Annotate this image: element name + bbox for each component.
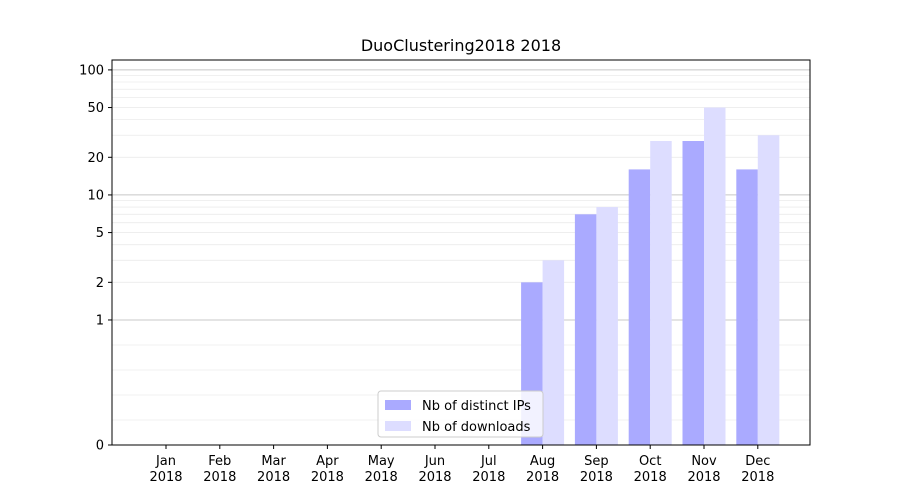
x-tick-label: Jan 2018: [149, 454, 182, 485]
bar-downloads: [596, 207, 618, 445]
y-tick-label: 100: [79, 63, 104, 78]
legend-label: Nb of distinct IPs: [422, 399, 531, 414]
x-tick-label: Nov 2018: [687, 454, 720, 485]
x-tick-label: Jun 2018: [418, 454, 451, 485]
bar-downloads: [704, 107, 726, 446]
bar-distinct-ips: [628, 169, 651, 445]
legend: Nb of distinct IPs Nb of downloads: [377, 390, 544, 438]
x-tick-label: Aug 2018: [526, 454, 559, 485]
plot-frame: [111, 59, 811, 446]
y-tick-label: 5: [96, 226, 104, 241]
y-tick-label: 0: [96, 439, 104, 454]
bar-downloads: [542, 260, 565, 445]
bar-distinct-ips: [574, 214, 597, 445]
legend-label: Nb of downloads: [422, 420, 531, 435]
legend-box: [377, 390, 544, 438]
y-tick-label: 1: [96, 313, 104, 328]
bar-distinct-ips: [736, 169, 758, 445]
x-tick-label: Mar 2018: [257, 454, 290, 485]
x-axis-ticks: Jan 2018 Feb 2018 Mar 2018 Apr 2018 May 2018 Jun 20…: [149, 445, 774, 485]
y-tick-label: 20: [87, 151, 104, 166]
y-tick-label: 50: [87, 101, 104, 116]
legend-swatch: [385, 400, 411, 410]
chart-title: DuoClustering2018 2018: [361, 36, 561, 55]
x-tick-label: Dec 2018: [741, 454, 774, 485]
bars: [521, 107, 780, 446]
x-tick-label: Oct 2018: [634, 454, 667, 485]
x-tick-label: Apr 2018: [311, 454, 344, 485]
y-tick-label: 10: [87, 188, 104, 203]
bar-distinct-ips: [682, 140, 704, 445]
bar-downloads: [650, 140, 672, 445]
legend-swatch: [385, 421, 411, 431]
y-tick-label: 2: [96, 276, 104, 291]
bar-downloads: [757, 135, 780, 445]
x-tick-label: Sep 2018: [580, 454, 613, 485]
x-tick-label: Jul 2018: [472, 454, 505, 485]
y-axis-ticks: 0 1 2 5 10 20 50 100: [79, 63, 112, 454]
x-tick-label: May 2018: [365, 454, 398, 485]
x-tick-label: Feb 2018: [203, 454, 236, 485]
